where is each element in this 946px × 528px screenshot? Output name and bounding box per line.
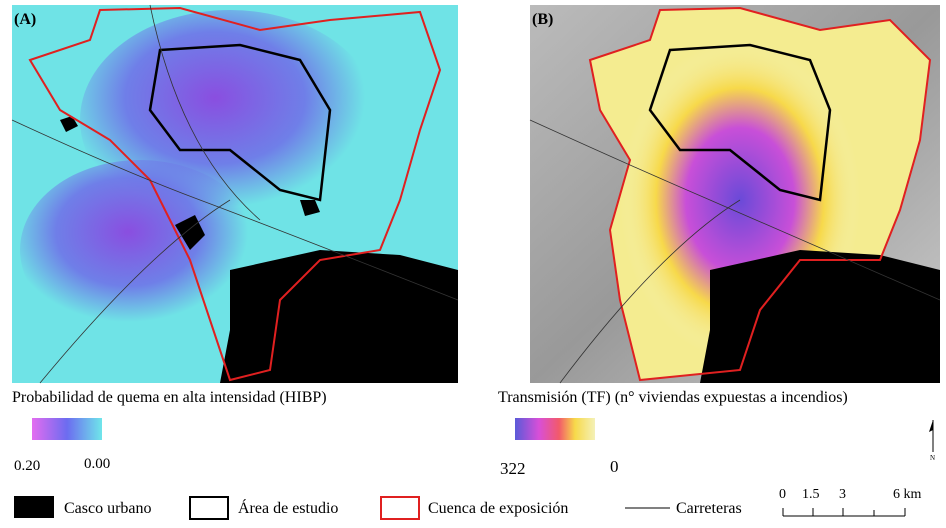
color-ramp (515, 418, 595, 440)
legend-label: Carreteras (676, 500, 742, 517)
legend-swatch (381, 497, 419, 519)
legend-title: Transmisión (TF) (n° viviendas expuestas… (498, 389, 848, 406)
scale-bar: 0 1.5 3 6 km (779, 487, 922, 516)
scale-label: 1.5 (802, 487, 820, 502)
legend-label: Área de estudio (238, 498, 338, 517)
legend-min: 322 (500, 459, 526, 478)
scale-label: 3 (839, 487, 846, 502)
urban-area (700, 250, 940, 383)
legend-title: Probabilidad de quema en alta intensidad… (12, 389, 327, 406)
color-ramp (32, 418, 102, 440)
map-a: (A) (12, 5, 458, 383)
panel-label: (B) (532, 11, 553, 28)
legend-swatch (14, 496, 54, 518)
panel-label: (A) (14, 11, 36, 28)
legend-swatch (190, 497, 228, 519)
legend-min: 0.20 (14, 458, 40, 474)
figure: (A) (B) Probabilidad de quema en alta in… (0, 0, 946, 523)
legend-label: Cuenca de exposición (428, 500, 568, 517)
scale-label: 0 (779, 487, 786, 502)
legend-max: 0.00 (84, 456, 110, 472)
north-arrow: N (929, 420, 935, 462)
legend-max: 0 (610, 457, 619, 476)
north-label: N (930, 454, 935, 462)
map-b: (B) (530, 5, 940, 383)
hibp-area (20, 160, 260, 340)
scale-label: 6 km (893, 487, 922, 502)
legend-label: Casco urbano (64, 500, 152, 517)
urban-area (220, 250, 458, 383)
